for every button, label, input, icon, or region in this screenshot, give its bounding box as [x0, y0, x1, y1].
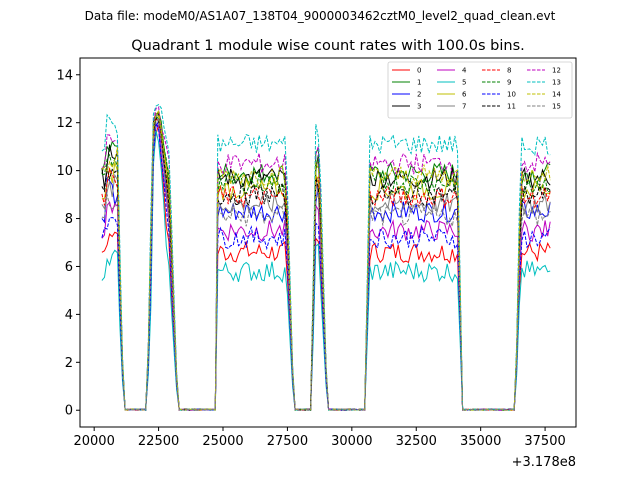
series-line-15 — [101, 118, 551, 411]
legend-label-13: 13 — [552, 79, 561, 87]
y-tick-label: 6 — [65, 260, 73, 275]
legend-label-9: 9 — [507, 79, 511, 87]
x-tick-label: 35000 — [460, 434, 501, 449]
y-axis: 0 2 4 6 8 10 12 14 — [56, 68, 80, 419]
y-tick-label: 14 — [56, 68, 73, 83]
legend-label-14: 14 — [552, 91, 561, 99]
legend-label-7: 7 — [462, 103, 466, 111]
x-tick-label: 32500 — [396, 434, 437, 449]
legend-label-1: 1 — [417, 79, 421, 87]
x-tick-label: 25000 — [202, 434, 243, 449]
legend-label-3: 3 — [417, 103, 421, 111]
y-tick-label: 12 — [56, 116, 73, 131]
x-axis: 20000 22500 25000 27500 30000 32500 35000 37500 — [73, 427, 566, 449]
legend-label-15: 15 — [552, 103, 561, 111]
x-tick-label: 37500 — [524, 434, 565, 449]
legend-label-5: 5 — [462, 79, 466, 87]
y-tick-label: 4 — [65, 308, 73, 323]
legend-label-6: 6 — [462, 91, 467, 99]
suptitle: Data file: modeM0/AS1A07_138T04_90000034… — [85, 9, 556, 23]
plot-frame — [79, 57, 577, 428]
legend-label-8: 8 — [507, 67, 511, 75]
legend-label-0: 0 — [417, 67, 421, 75]
x-tick-label: 20000 — [73, 434, 114, 449]
legend-label-11: 11 — [507, 103, 516, 111]
legend-frame — [387, 61, 573, 119]
legend-label-4: 4 — [462, 67, 467, 75]
chart-title: Quadrant 1 module wise count rates with … — [131, 38, 525, 54]
legend-label-10: 10 — [507, 91, 516, 99]
x-tick-label: 30000 — [331, 434, 372, 449]
y-tick-label: 0 — [65, 404, 73, 419]
x-tick-label: 22500 — [138, 434, 179, 449]
x-offset-text: +3.178e8 — [512, 455, 576, 470]
x-tick-label: 27500 — [267, 434, 308, 449]
legend-label-12: 12 — [552, 67, 561, 75]
y-tick-label: 2 — [65, 356, 73, 371]
y-tick-label: 10 — [56, 164, 73, 179]
series-layer — [101, 103, 551, 411]
legend-label-2: 2 — [417, 91, 421, 99]
y-tick-label: 8 — [65, 212, 73, 227]
